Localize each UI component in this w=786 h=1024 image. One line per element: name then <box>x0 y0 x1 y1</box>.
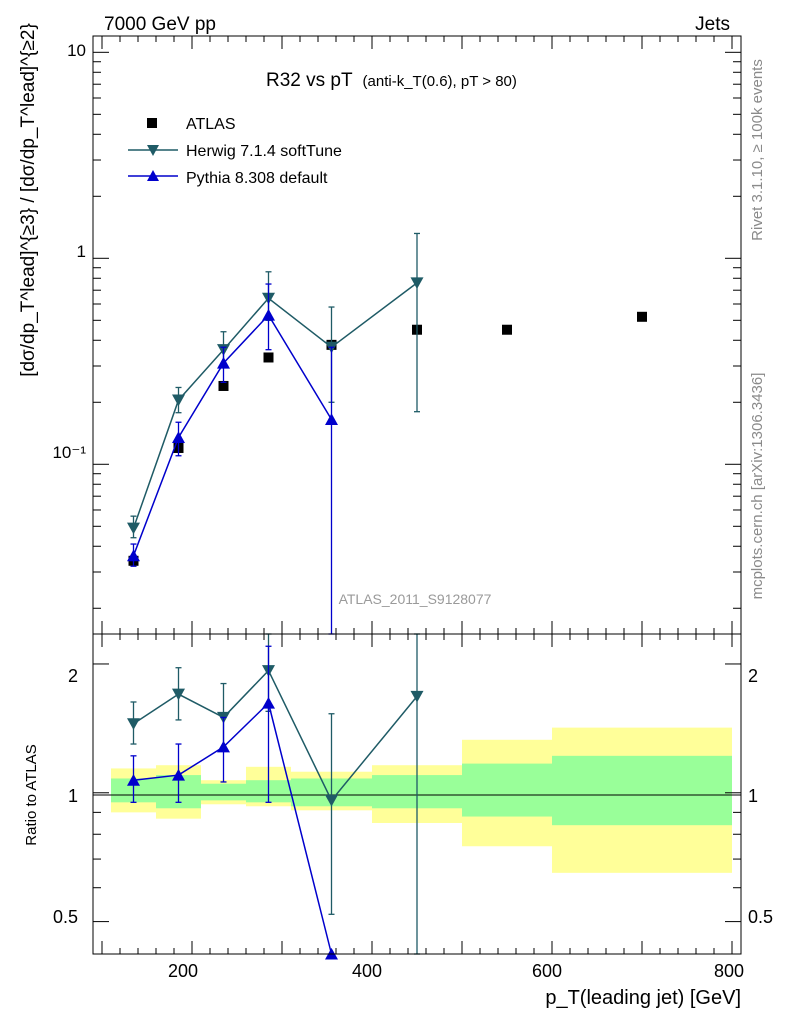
herwig-line <box>132 282 418 529</box>
ratio-y-axis-label: Ratio to ATLAS <box>23 744 40 845</box>
pythia-point <box>325 413 338 426</box>
plot-title: R32 vs pT <box>266 70 353 91</box>
herwig-point <box>410 277 424 290</box>
x-tick-label-400: 400 <box>352 961 382 981</box>
herwig-ratio-line <box>133 669 418 802</box>
legend-marker-pythia <box>147 170 159 181</box>
ratio-y-ticks <box>93 663 741 923</box>
ratio-x-ticks <box>101 634 733 954</box>
legend-label-atlas: ATLAS <box>186 116 236 133</box>
legend-label-herwig: Herwig 7.1.4 softTune <box>186 143 342 160</box>
legend: ATLAS Herwig 7.1.4 softTune Pythia 8.308… <box>128 116 342 187</box>
ratio-bands <box>111 727 732 873</box>
pythia-point <box>262 308 275 321</box>
ratio-plot-content <box>127 633 424 960</box>
herwig-ratio-point <box>172 688 185 701</box>
x-tick-label-800: 800 <box>714 961 744 981</box>
herwig-ratio-point <box>410 690 424 703</box>
analysis-label: ATLAS_2011_S9128077 <box>339 591 492 607</box>
atlas-point <box>502 324 512 335</box>
ratio-stat-band <box>201 783 246 801</box>
plot-title-group: R32 vs pT (anti-k_T(0.6), pT > 80) <box>266 70 517 91</box>
atlas-point <box>263 352 274 363</box>
main-x-ticks <box>101 36 733 634</box>
x-tick-label-600: 600 <box>532 961 562 981</box>
main-panel: 10⁻¹ 1 10 <box>52 35 742 635</box>
ratio-panel: 0.5 1 2 0.5 1 2 <box>53 633 773 960</box>
ratio-tick-left-1: 1 <box>68 786 78 806</box>
herwig-point <box>172 394 185 407</box>
main-y-ticks <box>93 51 741 609</box>
ratio-tick-left-2: 2 <box>68 666 78 686</box>
main-plot-content <box>127 232 647 635</box>
header-right: Jets <box>695 14 730 35</box>
pythia-ratio-point <box>262 696 275 709</box>
main-y-tick-label-0: 10⁻¹ <box>52 443 86 462</box>
main-y-axis-label: [dσ/dp_T^lead]^{≥3} / [dσ/dp_T^lead]^{≥2… <box>18 23 39 377</box>
ratio-tick-right-1: 1 <box>748 786 758 806</box>
ratio-tick-left-0: 0.5 <box>53 907 78 927</box>
ratio-stat-band <box>462 763 552 817</box>
mcplots-label: mcplots.cern.ch [arXiv:1306.3436] <box>749 373 766 600</box>
herwig-ratio-point <box>127 718 140 730</box>
ratio-tick-right-2: 2 <box>748 666 758 686</box>
main-y-tick-label-1: 1 <box>77 242 86 261</box>
legend-label-pythia: Pythia 8.308 default <box>186 170 328 187</box>
pythia-ratio-point <box>127 774 140 786</box>
herwig-point <box>127 522 140 535</box>
pythia-point <box>172 431 185 443</box>
legend-marker-atlas <box>147 118 157 128</box>
herwig-ratio-point <box>325 794 338 807</box>
atlas-point <box>218 380 229 391</box>
legend-marker-herwig <box>147 145 159 156</box>
ratio-tick-right-0: 0.5 <box>748 907 773 927</box>
atlas-point <box>637 311 647 322</box>
x-axis-label: p_T(leading jet) [GeV] <box>545 987 741 1009</box>
rivet-label: Rivet 3.1.10, ≥ 100k events <box>749 59 766 241</box>
header-left: 7000 GeV pp <box>104 14 216 35</box>
pythia-point <box>127 549 140 562</box>
pythia-line <box>132 313 333 556</box>
pythia-ratio-point <box>172 768 185 781</box>
main-y-tick-label-2: 10 <box>67 41 86 60</box>
pythia-ratio-point <box>217 740 230 753</box>
ratio-stat-band <box>552 755 732 826</box>
pythia-point <box>217 356 230 369</box>
x-tick-label-200: 200 <box>168 961 198 981</box>
plot-title-sub: (anti-k_T(0.6), pT > 80) <box>363 73 517 90</box>
ratio-frame <box>92 633 742 955</box>
